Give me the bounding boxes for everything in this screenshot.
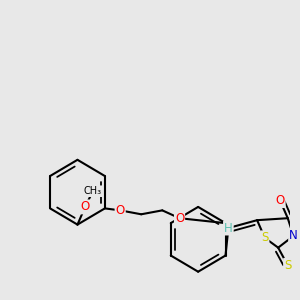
Text: O: O — [116, 204, 125, 217]
Text: O: O — [175, 212, 184, 225]
Text: CH₃: CH₃ — [84, 186, 102, 196]
Text: S: S — [284, 259, 291, 272]
Text: O: O — [80, 200, 90, 213]
Text: O: O — [275, 194, 285, 207]
Text: S: S — [261, 231, 268, 244]
Text: N: N — [289, 230, 298, 242]
Text: H: H — [224, 221, 233, 235]
